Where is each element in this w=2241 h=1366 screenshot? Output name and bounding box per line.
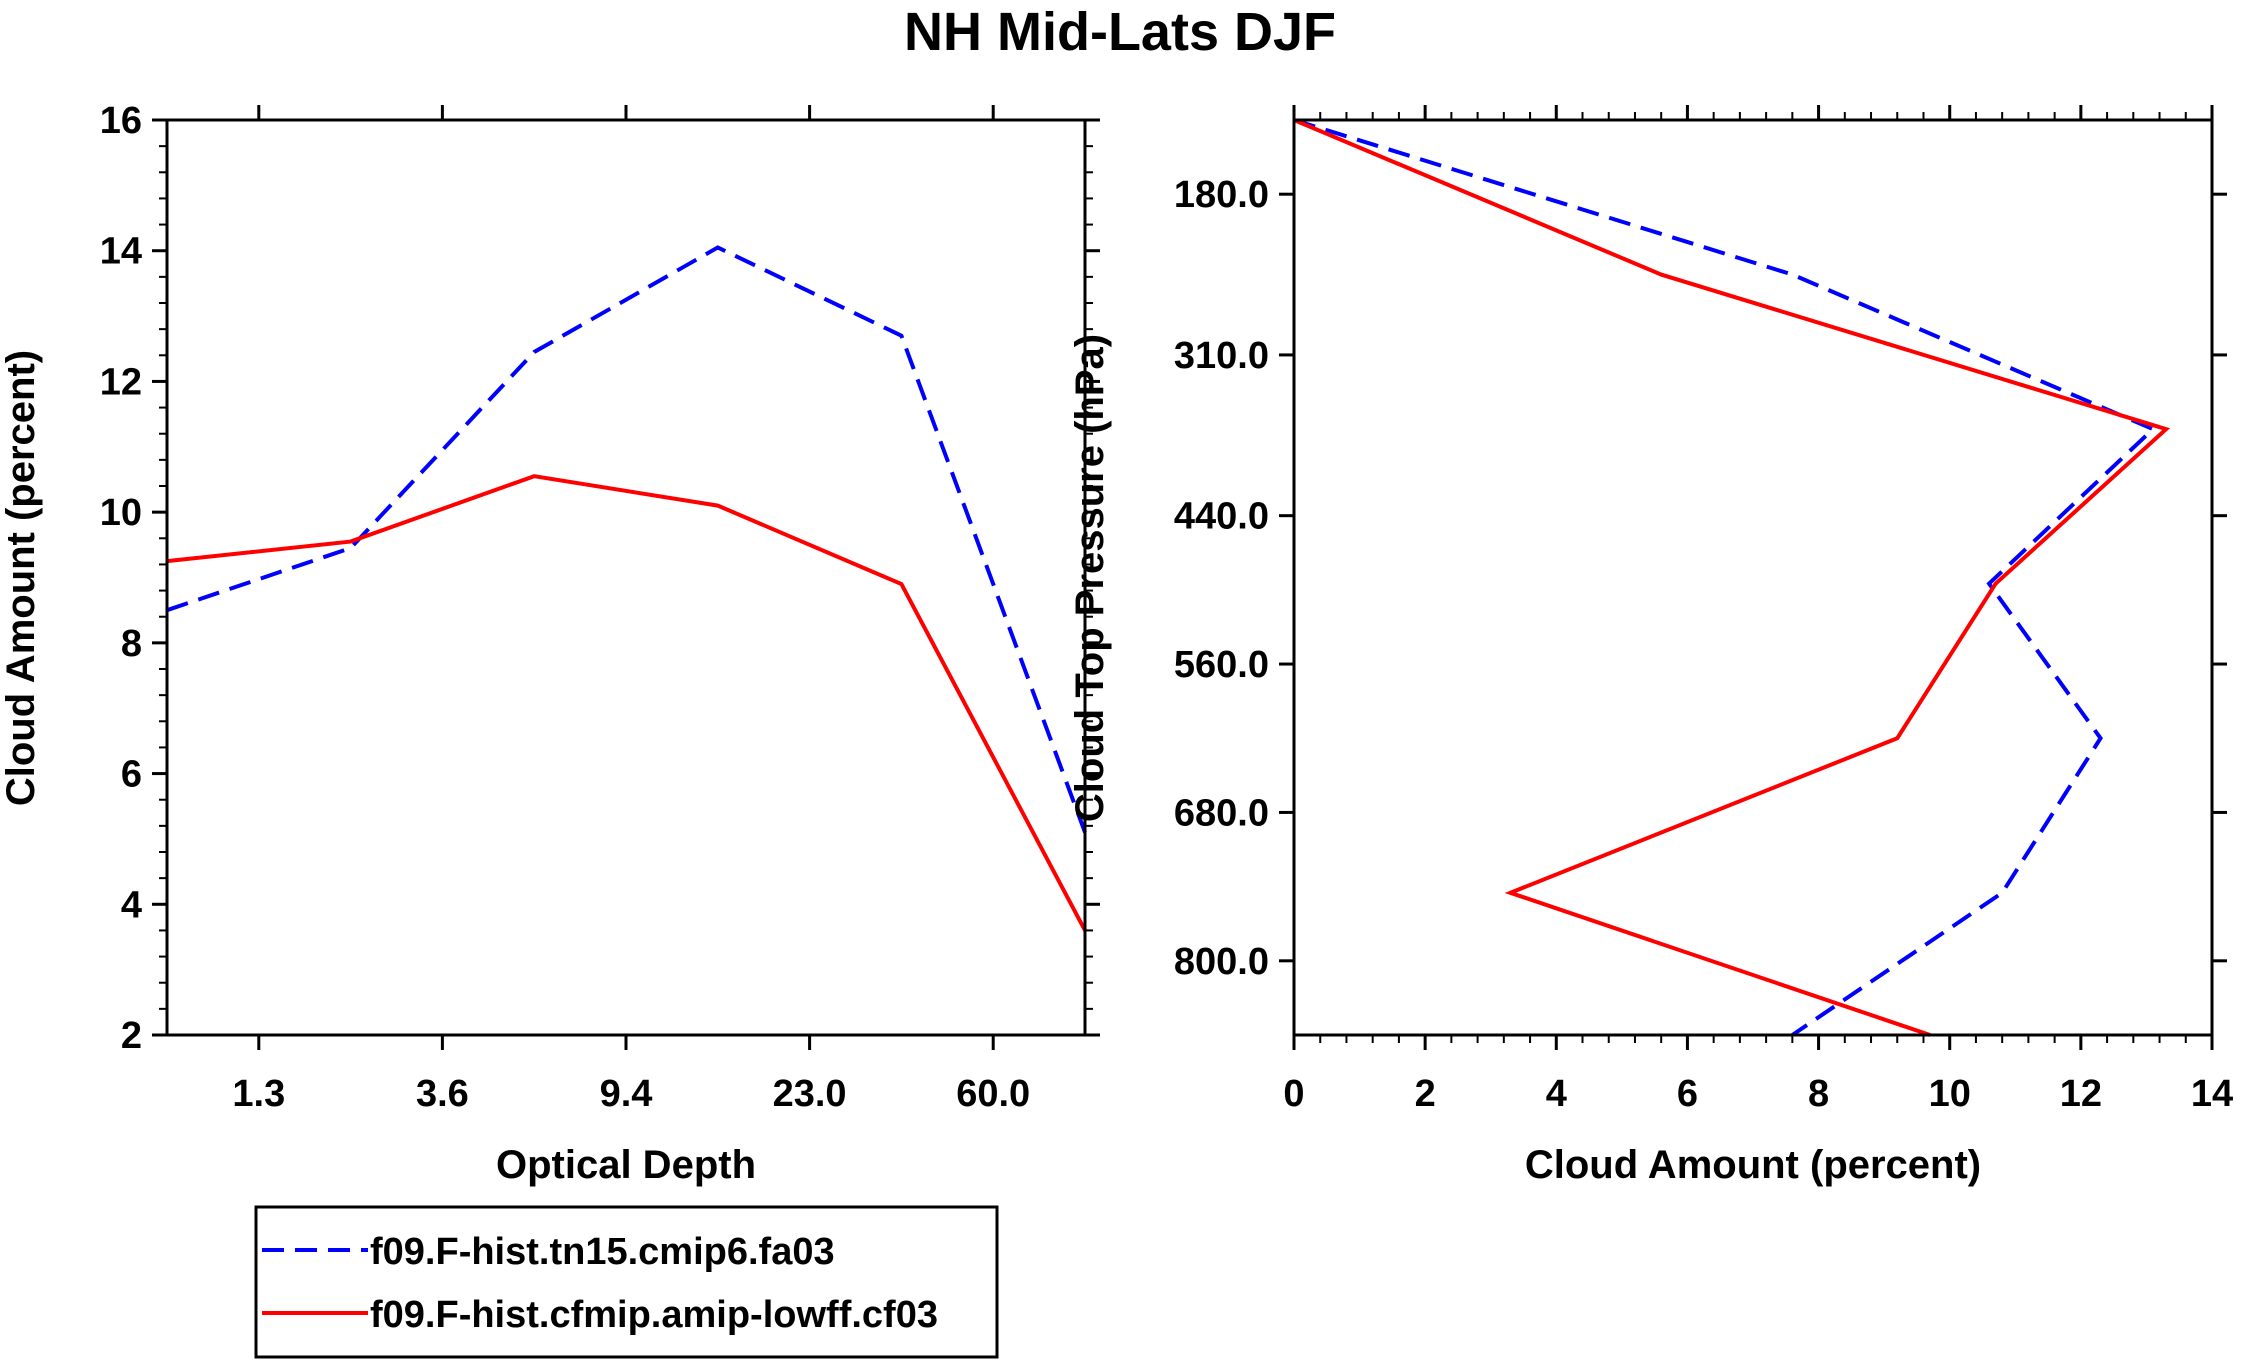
left-x-tick-label: 23.0: [773, 1073, 847, 1115]
right-series-line-solid: [1293, 118, 2171, 1037]
right-y-axis-label: Cloud Top Pressure (hPa): [1068, 334, 1112, 822]
right-y-tick-label: 800.0: [1174, 941, 1269, 983]
right-y-tick-label: 310.0: [1174, 335, 1269, 377]
right-x-tick-label: 14: [2191, 1073, 2233, 1115]
left-x-axis-label: Optical Depth: [496, 1143, 756, 1187]
right-series-line-dashed: [1293, 118, 2157, 1037]
right-panel-series: [1293, 118, 2171, 1037]
left-y-tick-label: 2: [121, 1015, 142, 1057]
right-plot-frame: [1292, 118, 2214, 1037]
left-x-tick-label: 60.0: [956, 1073, 1030, 1115]
left-panel-optical-depth: 2 4 6 8 10 12 14 16 1.3 3.6 9.4 23.0 60.0 Optical De…: [0, 100, 1100, 1187]
left-x-tick-label: 9.4: [600, 1073, 653, 1115]
legend-box: [254, 1205, 999, 1359]
left-y-tick-label: 10: [100, 492, 142, 534]
left-series-line-dashed: [166, 245, 1087, 834]
right-x-tick-label: 2: [1415, 1073, 1436, 1115]
right-x-tick-label: 8: [1808, 1073, 1829, 1115]
left-y-tick-label: 12: [100, 361, 142, 403]
right-y-tick-label: 180.0: [1174, 174, 1269, 216]
right-x-tick-label: 12: [2060, 1073, 2102, 1115]
right-y-tick-label: 680.0: [1174, 792, 1269, 834]
chart-title: NH Mid-Lats DJF: [904, 2, 1336, 62]
left-plot-frame: [165, 118, 1087, 1037]
right-x-tick-label: 6: [1677, 1073, 1698, 1115]
left-y-tick-label: 4: [121, 884, 142, 926]
legend: f09.F-hist.tn15.cmip6.fa03 f09.F-hist.cf…: [254, 1205, 999, 1359]
left-series-line-solid: [166, 474, 1087, 932]
right-x-tick-label: 4: [1546, 1073, 1567, 1115]
legend-label-solid: f09.F-hist.cfmip.amip-lowff.cf03: [370, 1294, 938, 1336]
left-y-tick-label: 8: [121, 623, 142, 665]
left-y-axis-label: Cloud Amount (percent): [0, 350, 43, 806]
left-x-tick-label: 3.6: [416, 1073, 469, 1115]
left-panel-ticks: 2 4 6 8 10 12 14 16 1.3 3.6 9.4 23.0 60.0: [100, 100, 1100, 1115]
legend-label-dashed: f09.F-hist.tn15.cmip6.fa03: [370, 1231, 835, 1273]
left-y-tick-label: 14: [100, 231, 142, 273]
right-x-axis-label: Cloud Amount (percent): [1525, 1143, 1981, 1187]
right-panel-ticks: 180.0 310.0 440.0 560.0 680.0 800.0 0 2 4 6 8 10 12 1…: [1174, 105, 2233, 1115]
left-y-tick-label: 6: [121, 754, 142, 796]
right-x-tick-label: 0: [1283, 1073, 1304, 1115]
left-x-tick-label: 1.3: [232, 1073, 285, 1115]
right-y-tick-label: 560.0: [1174, 644, 1269, 686]
left-panel-series: [166, 245, 1087, 932]
right-x-tick-label: 10: [1929, 1073, 1971, 1115]
right-y-tick-label: 440.0: [1174, 496, 1269, 538]
right-panel-cloud-top-pressure: 180.0 310.0 440.0 560.0 680.0 800.0 0 2 4 6 8 10 12 1…: [1068, 105, 2233, 1187]
left-y-tick-label: 16: [100, 100, 142, 142]
